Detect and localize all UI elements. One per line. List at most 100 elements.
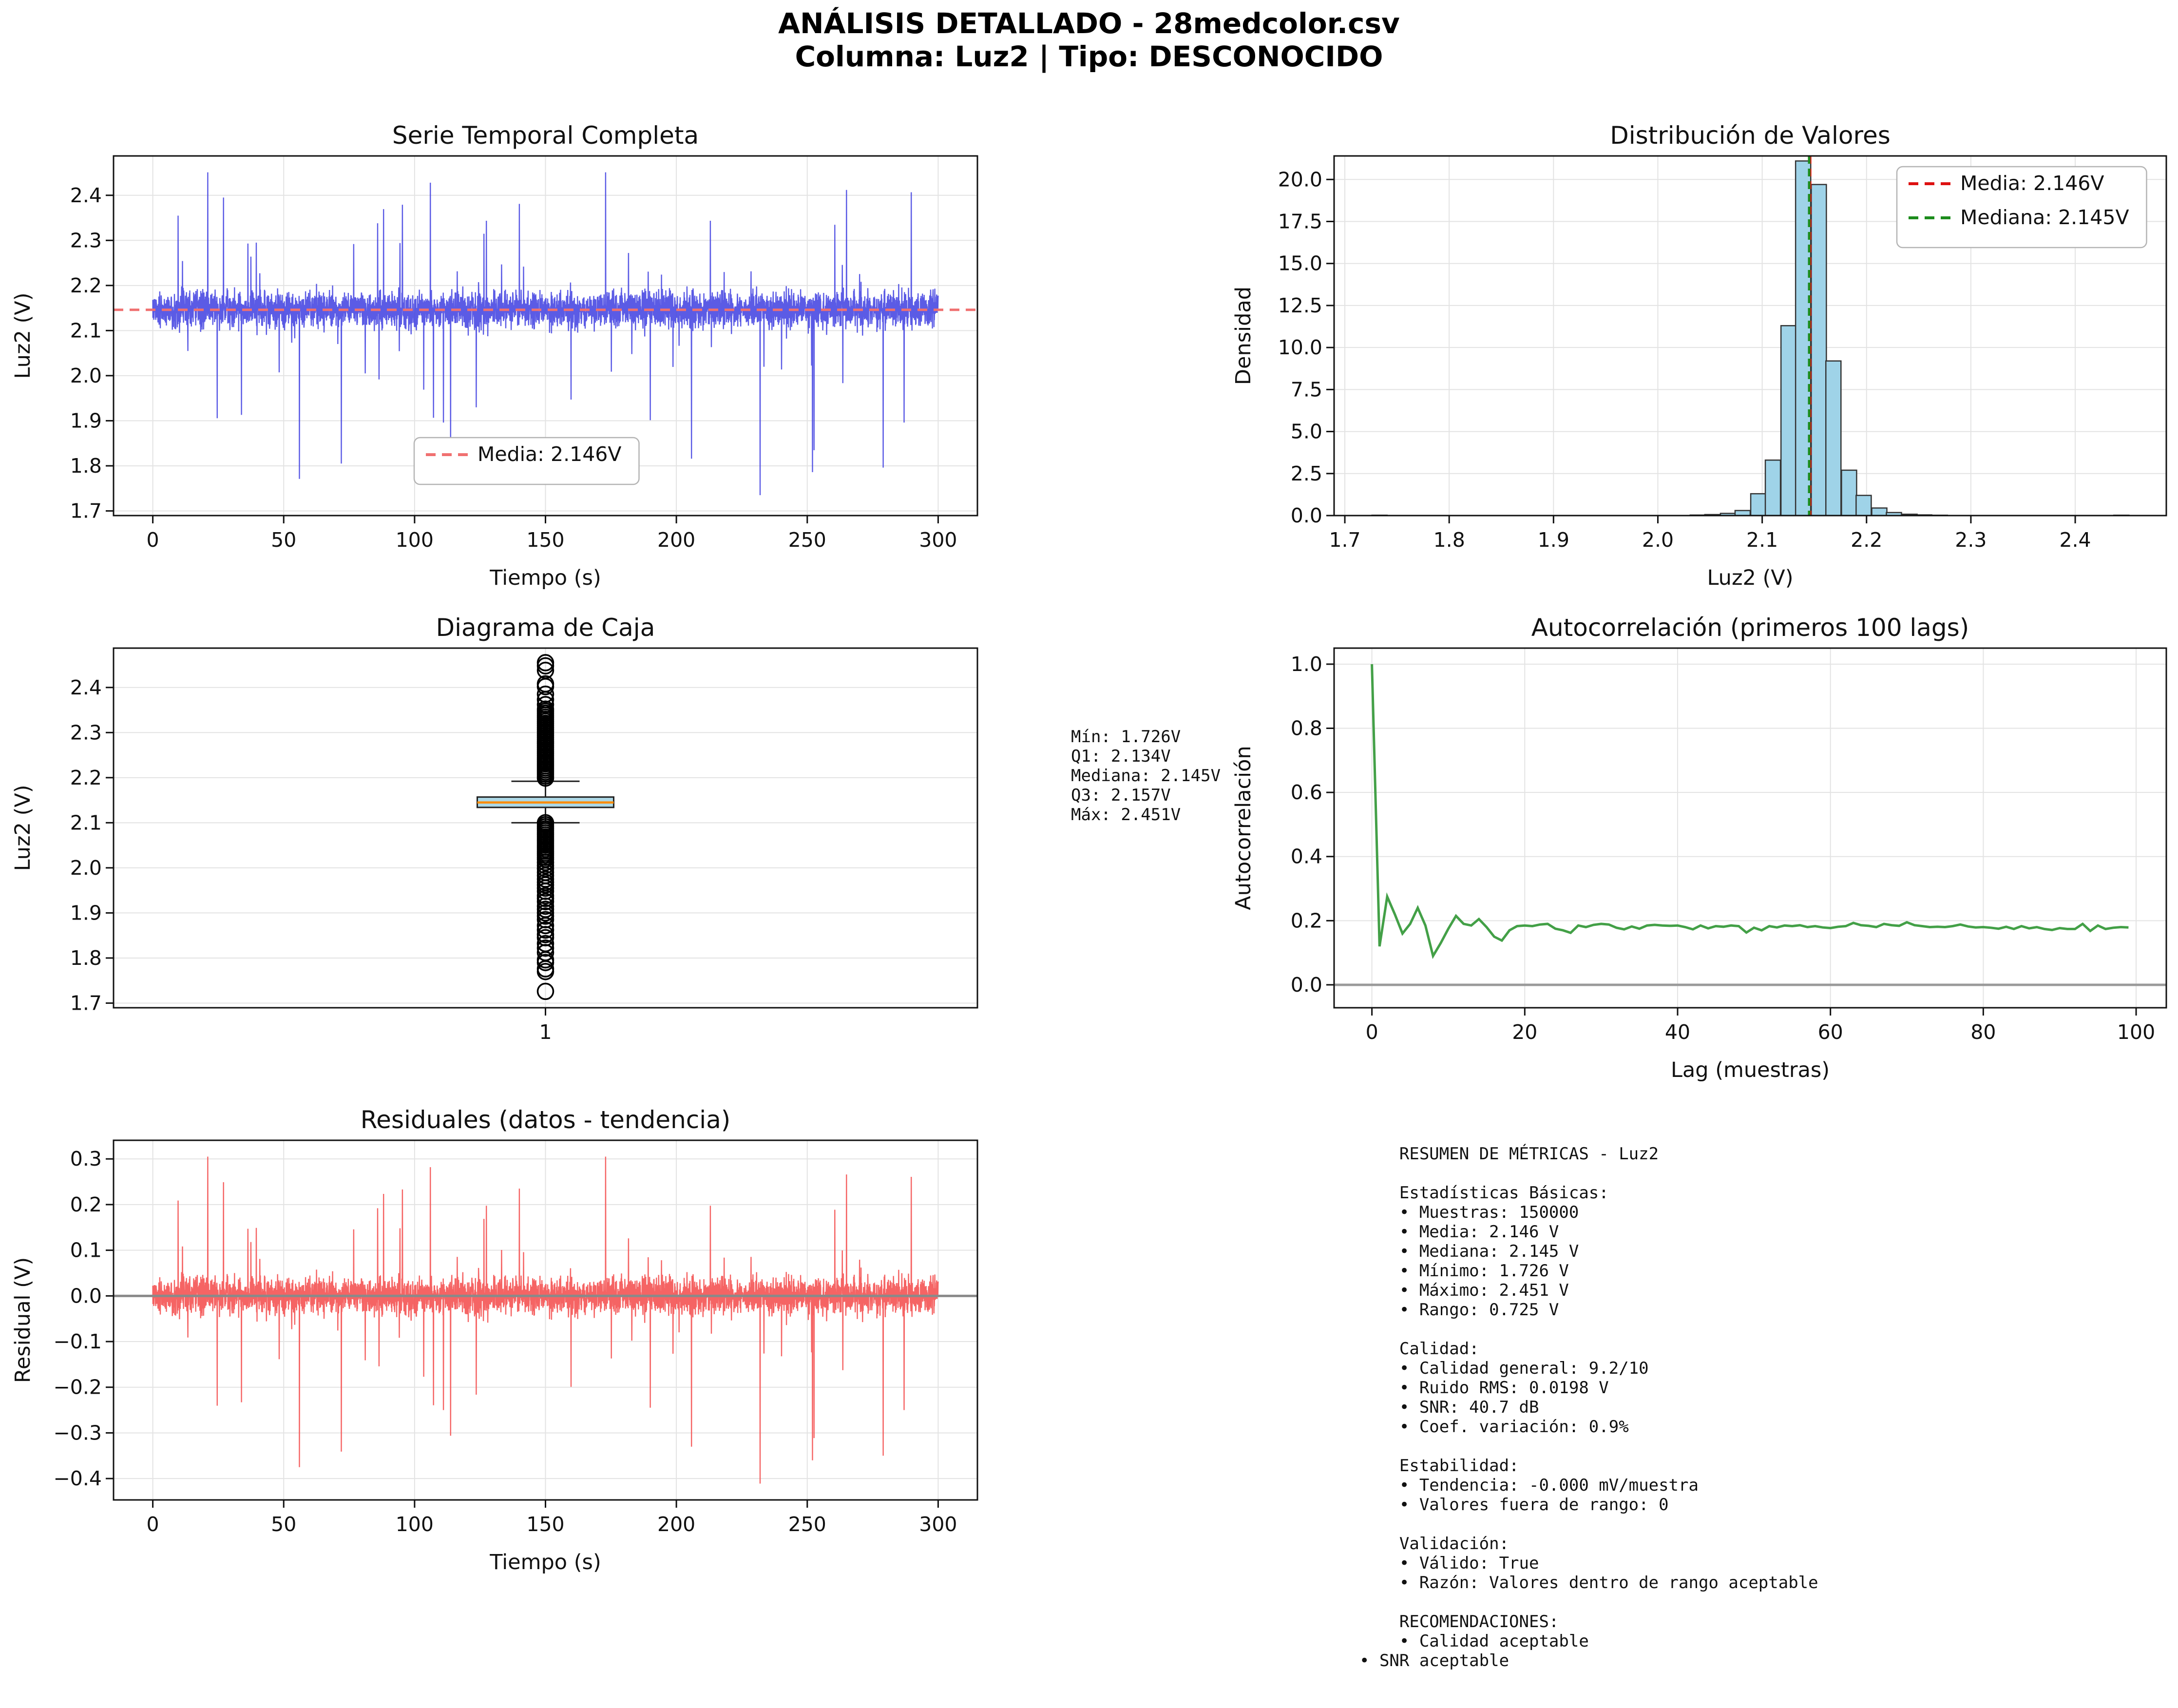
ac-plot-area — [1334, 648, 2166, 1008]
y-tick-label: 2.2 — [70, 766, 102, 789]
y-tick-label: −0.2 — [53, 1376, 102, 1399]
suptitle-line2: Columna: Luz2 | Tipo: DESCONOCIDO — [795, 40, 1383, 73]
y-tick-label: 2.4 — [70, 184, 102, 207]
histogram-bar — [1841, 469, 1857, 517]
outlier-point — [536, 917, 554, 935]
y-tick-label: 5.0 — [1291, 420, 1322, 443]
x-tick-label: 50 — [271, 1513, 296, 1536]
x-tick-label: 50 — [271, 528, 296, 552]
y-tick-label: 0.0 — [70, 1284, 102, 1307]
y-tick-label: 7.5 — [1291, 378, 1322, 401]
hist-title: Distribución de Valores — [1610, 121, 1891, 150]
x-tick-label: 1.7 — [1329, 528, 1360, 552]
histogram-bar — [1811, 184, 1827, 517]
y-tick-label: 2.1 — [70, 319, 102, 342]
outlier-point — [536, 954, 554, 971]
y-tick-label: 1.8 — [70, 454, 102, 478]
legend-box — [1896, 166, 2147, 249]
legend-label: Mediana: 2.145V — [1960, 206, 2129, 229]
y-tick-label: 0.1 — [70, 1239, 102, 1262]
x-tick-label: 100 — [396, 1513, 434, 1536]
x-tick-label: 300 — [919, 1513, 957, 1536]
histogram-bar — [1764, 459, 1781, 517]
y-tick-label: 17.5 — [1278, 210, 1322, 233]
y-tick-label: 2.3 — [70, 229, 102, 252]
y-tick-label: 2.1 — [70, 811, 102, 834]
outlier-point — [536, 685, 554, 703]
histogram-bar — [1734, 510, 1751, 517]
x-tick-label: 2.0 — [1642, 528, 1674, 552]
y-tick-label: 2.0 — [70, 364, 102, 387]
y-tick-label: 1.7 — [70, 991, 102, 1015]
outlier-point — [536, 691, 554, 709]
ac-title: Autocorrelación (primeros 100 lags) — [1531, 614, 1969, 642]
y-tick-label: 2.3 — [70, 721, 102, 744]
x-tick-label: 80 — [1970, 1020, 1996, 1044]
y-tick-label: 10.0 — [1278, 336, 1322, 359]
x-tick-label: 0 — [1366, 1020, 1378, 1044]
ac-xlabel: Lag (muestras) — [1671, 1058, 1830, 1082]
x-tick-label: 150 — [526, 1513, 564, 1536]
histogram-bar — [1780, 325, 1797, 517]
y-tick-label: 1.0 — [1291, 652, 1322, 676]
res-xlabel: Tiempo (s) — [489, 1550, 601, 1574]
y-tick-label: 2.0 — [70, 856, 102, 880]
y-tick-label: 0.6 — [1291, 781, 1322, 804]
y-tick-label: 1.8 — [70, 946, 102, 970]
y-tick-label: 0.4 — [1291, 845, 1322, 868]
panel-boxplot: 1 1.7 1.8 1.9 2.0 2.1 2.2 2.3 2.4 Diagrama de Caj… — [11, 614, 978, 1044]
y-tick-label: 15.0 — [1278, 252, 1322, 275]
histogram-bar — [1871, 507, 1888, 517]
legend-label: Media: 2.146V — [478, 442, 621, 466]
x-tick-label: 100 — [396, 528, 434, 552]
y-tick-label: −0.4 — [53, 1467, 102, 1490]
outlier-point — [536, 657, 554, 675]
x-tick-label: 0 — [147, 528, 159, 552]
y-tick-label: 0.8 — [1291, 717, 1322, 740]
panel-timeseries: 0 50 100 150 200 250 300 1.7 1.8 1.9 2.0 2.1 2.2 2.3 2… — [11, 121, 978, 590]
outlier-point — [536, 893, 554, 911]
y-tick-label: 0.3 — [70, 1147, 102, 1171]
outlier-point — [536, 982, 554, 1000]
outlier-point — [536, 921, 554, 939]
outlier-point — [536, 678, 554, 695]
y-tick-label: 1.7 — [70, 499, 102, 522]
boxplot-stats-text: Mín: 1.726V Q1: 2.134V Mediana: 2.145V Q… — [1071, 727, 1221, 825]
x-tick-label: 0 — [147, 1513, 159, 1536]
figure-suptitle: ANÁLISIS DETALLADO - 28medcolor.csv Colu… — [0, 7, 2178, 73]
x-tick-label: 100 — [2117, 1020, 2155, 1044]
ts-ylabel: Luz2 (V) — [11, 292, 35, 379]
ac-axes-frame — [1333, 647, 2167, 1009]
histogram-bar — [1855, 495, 1872, 517]
y-tick-label: 12.5 — [1278, 294, 1322, 317]
panel-residuals: 0 50 100 150 200 250 300 −0.4 −0.3 −0.2 −0.1 0.0 0.1… — [11, 1106, 978, 1574]
y-tick-label: 0.2 — [70, 1193, 102, 1216]
x-tick-label: 150 — [526, 528, 564, 552]
y-tick-label: 20.0 — [1278, 168, 1322, 191]
x-tick-label: 2.2 — [1851, 528, 1882, 552]
hist-xlabel: Luz2 (V) — [1707, 566, 1793, 590]
res-title: Residuales (datos - tendencia) — [361, 1106, 731, 1134]
y-tick-label: 0.2 — [1291, 909, 1322, 932]
y-tick-label: −0.1 — [53, 1330, 102, 1353]
y-tick-label: 1.9 — [70, 409, 102, 432]
x-tick-label: 2.4 — [2059, 528, 2091, 552]
hist-axes-frame — [1333, 155, 2167, 517]
ac-ylabel: Autocorrelación — [1231, 746, 1256, 910]
legend-box — [413, 437, 640, 485]
y-tick-label: 0.0 — [1291, 504, 1322, 527]
y-tick-label: 2.2 — [70, 274, 102, 297]
x-tick-label: 1.9 — [1538, 528, 1569, 552]
box-title: Diagrama de Caja — [436, 614, 655, 642]
x-tick-label: 300 — [919, 528, 957, 552]
residuals-line — [152, 1156, 939, 1484]
y-tick-label: 2.4 — [70, 676, 102, 699]
x-tick-label: 200 — [657, 528, 695, 552]
ts-title: Serie Temporal Completa — [392, 121, 699, 150]
x-tick-label: 250 — [788, 1513, 826, 1536]
hist-ylabel: Densidad — [1231, 287, 1256, 385]
y-tick-label: 0.0 — [1291, 973, 1322, 997]
x-tick-label: 1.8 — [1433, 528, 1465, 552]
